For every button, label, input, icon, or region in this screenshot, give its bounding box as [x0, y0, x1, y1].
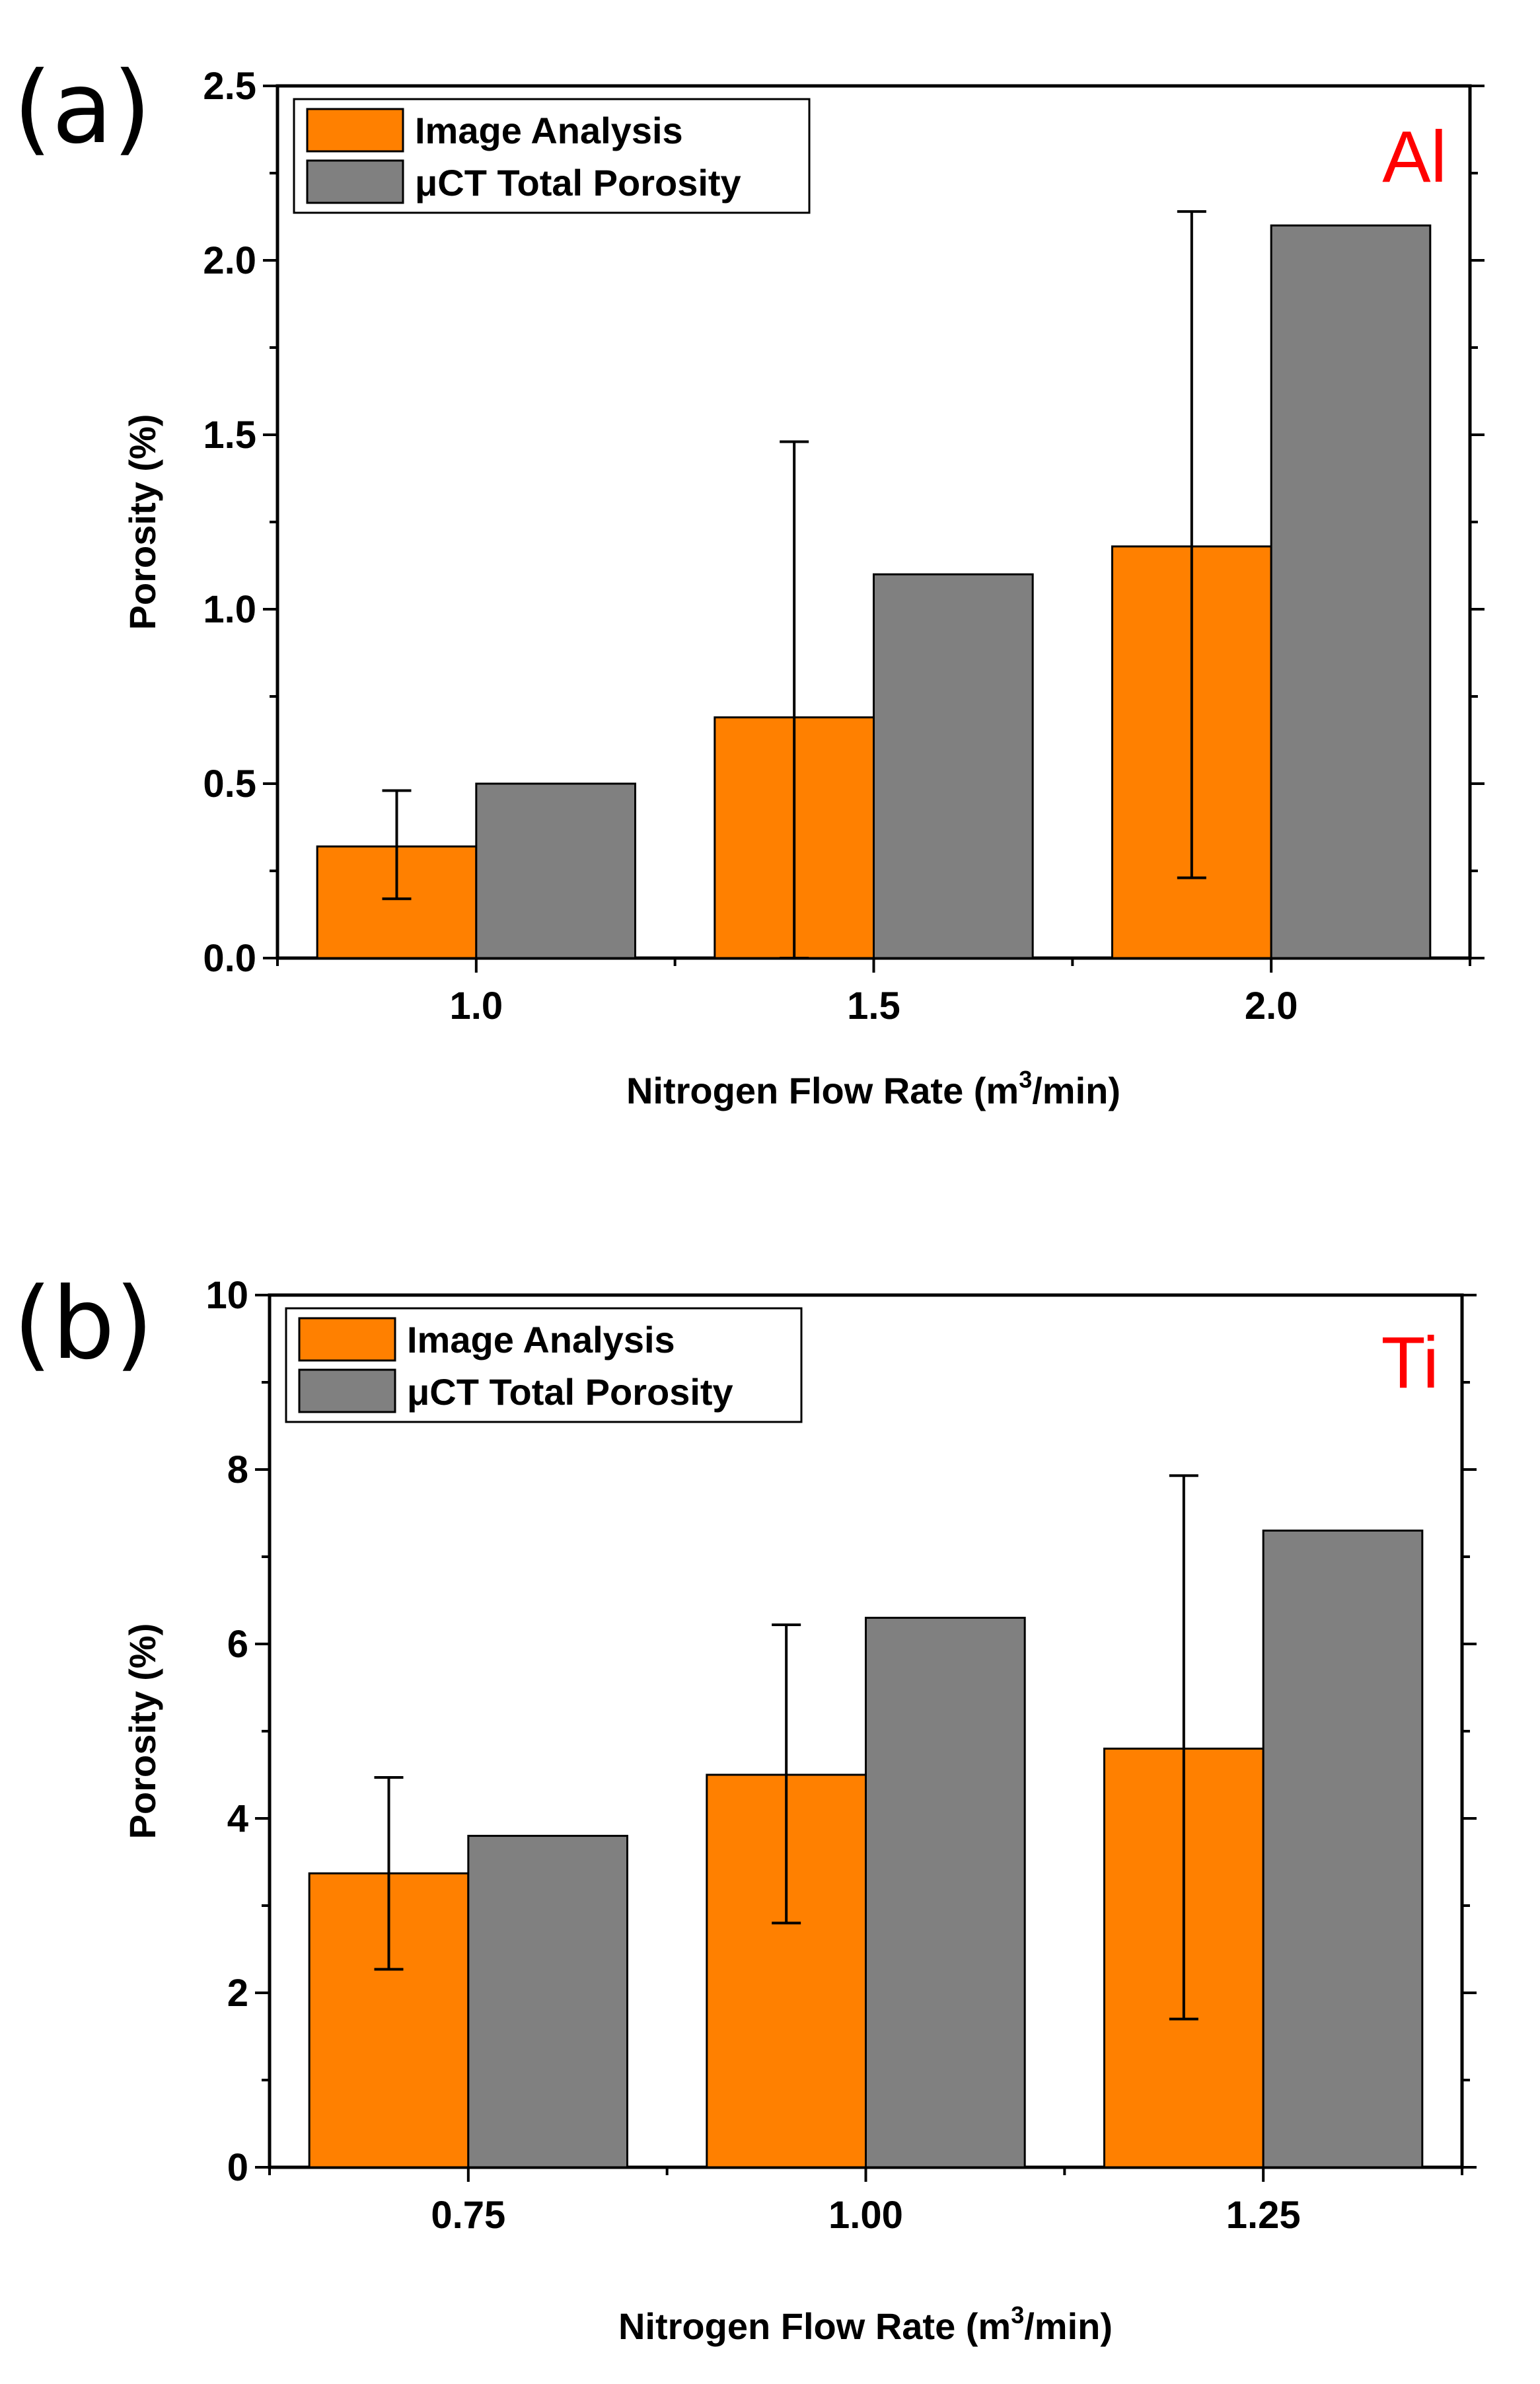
x-axis-title-sup: 3: [1019, 1066, 1032, 1093]
x-tick-label: 2.0: [1245, 985, 1298, 1027]
y-tick-label: 2.5: [203, 65, 256, 108]
material-label: Ti: [1381, 1322, 1439, 1403]
x-axis-title-sup: 3: [1011, 2301, 1024, 2328]
y-tick-label: 10: [205, 1274, 248, 1317]
y-tick-label: 6: [227, 1623, 248, 1666]
bar-uct-total-porosity: [865, 1616, 1026, 2169]
x-tick-label: 1.00: [828, 2194, 903, 2237]
x-tick-label: 0.75: [431, 2194, 505, 2237]
legend-label-uct: μCT Total Porosity: [407, 1371, 733, 1413]
chart-panel-a: (a) 0.0 0.5 1.0 1.5 2.0 2.5 1.0 1.5 2.0 Porosit…: [0, 0, 1540, 1179]
x-tick-label: 1.25: [1226, 2194, 1301, 2237]
legend-swatch-image-analysis: [298, 1317, 396, 1362]
y-axis-title: Porosity (%): [122, 1623, 163, 1840]
panel-label: (b): [13, 1267, 153, 1382]
legend-swatch-image-analysis: [306, 108, 404, 153]
x-axis-title-end: /min): [1032, 1070, 1120, 1111]
x-axis-title: Nitrogen Flow Rate (m3/min): [626, 1066, 1120, 1111]
legend-swatch-uct: [306, 159, 404, 204]
y-tick-label: 2: [227, 1972, 248, 2015]
chart-b-svg: (b) 0 2 4 6 8 10 0.75 1.00 1.25 Porosity (%) Ni…: [13, 1267, 1477, 2347]
chart-panel-b: (b) 0 2 4 6 8 10 0.75 1.00 1.25 Porosity (%) Ni…: [0, 1209, 1540, 2384]
y-tick-label: 0.5: [203, 763, 256, 805]
bar-uct-total-porosity: [1270, 224, 1432, 959]
y-tick-label: 2.0: [203, 239, 256, 282]
bar-uct-total-porosity: [873, 573, 1034, 959]
y-tick-label: 4: [227, 1797, 248, 1840]
legend-label-image-analysis: Image Analysis: [415, 110, 683, 151]
legend-label-uct: μCT Total Porosity: [415, 162, 741, 204]
x-axis-title-main: Nitrogen Flow Rate (m: [626, 1070, 1019, 1111]
chart-a-svg: (a) 0.0 0.5 1.0 1.5 2.0 2.5 1.0 1.5 2.0 Porosit…: [13, 51, 1485, 1111]
bar-uct-total-porosity: [1262, 1529, 1424, 2169]
bar-uct-total-porosity: [475, 782, 636, 959]
x-tick-label: 1.0: [450, 985, 503, 1027]
legend-label-image-analysis: Image Analysis: [407, 1319, 675, 1360]
x-axis-title-end: /min): [1024, 2305, 1113, 2347]
y-tick-label: 0.0: [203, 937, 256, 980]
x-axis-title: Nitrogen Flow Rate (m3/min): [618, 2301, 1113, 2347]
legend: Image Analysis μCT Total Porosity: [285, 1307, 803, 1423]
y-tick-label: 8: [227, 1448, 248, 1491]
y-axis-title: Porosity (%): [122, 414, 163, 630]
legend-swatch-uct: [298, 1368, 396, 1413]
y-tick-label: 0: [227, 2146, 248, 2189]
y-tick-label: 1.0: [203, 588, 256, 631]
panel-label: (a): [13, 51, 151, 166]
material-label: Al: [1382, 116, 1447, 198]
x-axis-title-main: Nitrogen Flow Rate (m: [618, 2305, 1011, 2347]
x-tick-label: 1.5: [847, 985, 900, 1027]
y-tick-label: 1.5: [203, 414, 256, 457]
legend: Image Analysis μCT Total Porosity: [293, 98, 811, 214]
bar-uct-total-porosity: [467, 1834, 628, 2169]
